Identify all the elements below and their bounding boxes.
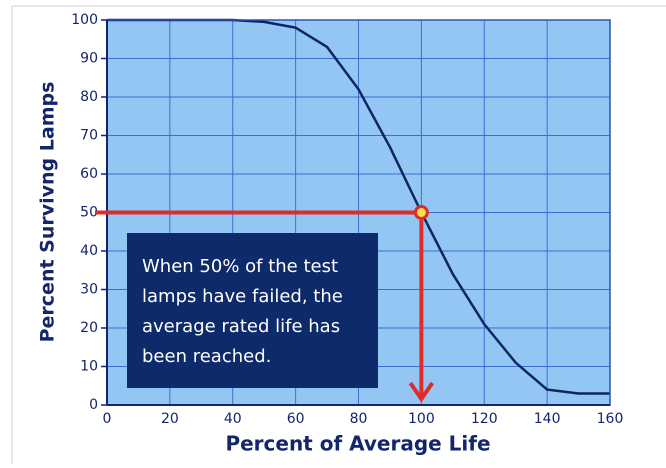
x-tick-label: 100 [408, 411, 435, 427]
x-tick-label: 40 [224, 411, 242, 427]
y-tick-label: 60 [80, 166, 98, 182]
x-axis-title: Percent of Average Life [225, 432, 490, 456]
y-tick-label: 80 [80, 89, 98, 105]
y-tick-label: 0 [89, 397, 98, 413]
x-tick-label: 0 [103, 411, 112, 427]
annotation-line: average rated life has [142, 316, 340, 337]
x-tick-label: 20 [161, 411, 179, 427]
highlight-arrow [408, 381, 435, 403]
marks [107, 18, 610, 395]
y-tick-label: 30 [80, 282, 98, 298]
y-tick-label: 20 [80, 320, 98, 336]
y-tick-label: 90 [80, 51, 98, 67]
x-tick-label: 120 [471, 411, 498, 427]
annotation-box [127, 233, 378, 388]
y-tick-label: 50 [80, 205, 98, 221]
y-tick-label: 100 [71, 12, 98, 28]
y-tick-label: 40 [80, 243, 98, 259]
annotation-line: When 50% of the test [142, 256, 338, 277]
y-tick-label: 70 [80, 128, 98, 144]
x-tick-label: 140 [534, 411, 561, 427]
x-tick-label: 60 [287, 411, 305, 427]
y-axis-title: Percent Survivng Lamps [37, 82, 59, 343]
line-series [107, 18, 610, 395]
annotation-line: been reached. [142, 346, 271, 367]
x-tick-label: 80 [350, 411, 368, 427]
x-tick-label: 160 [597, 411, 624, 427]
y-tick-label: 10 [80, 359, 98, 375]
highlight-point [413, 205, 429, 220]
annotation-line: lamps have failed, the [142, 286, 343, 307]
